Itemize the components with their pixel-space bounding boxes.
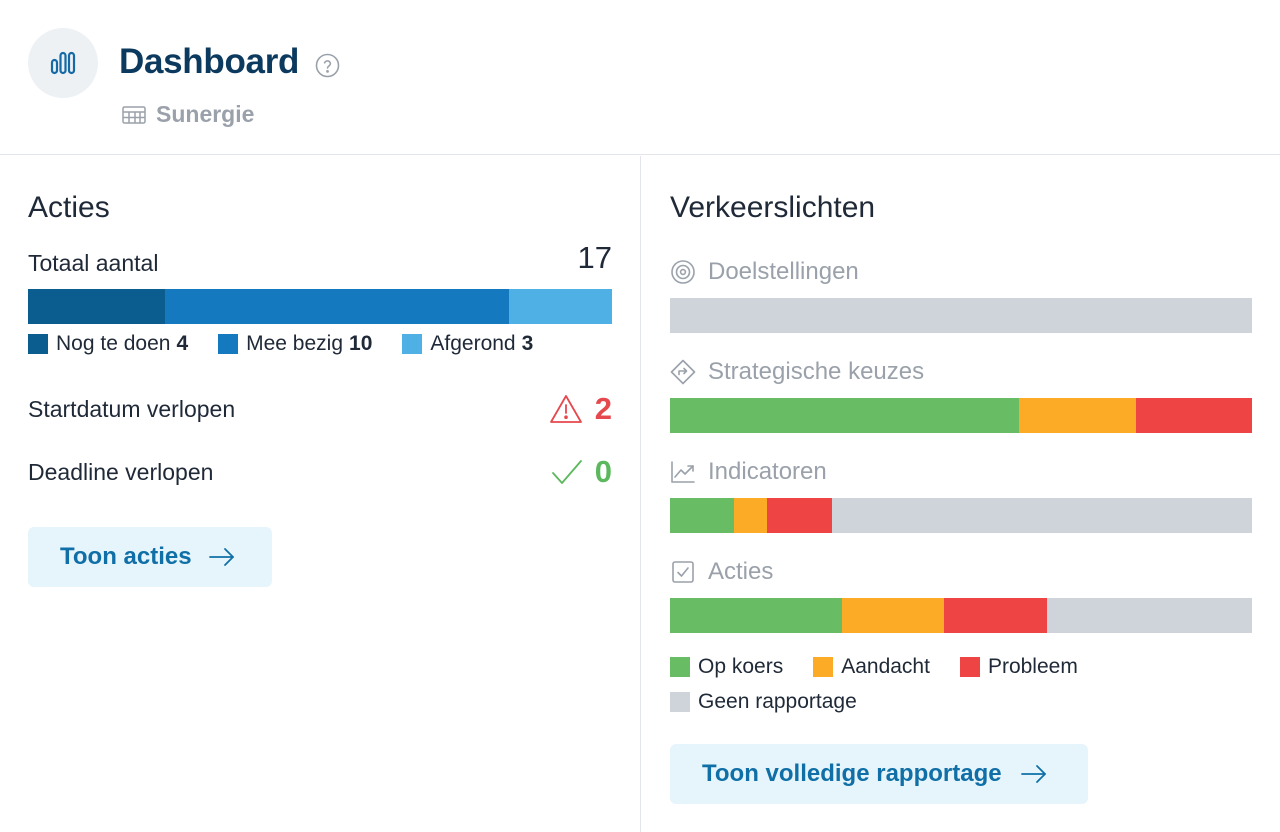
trend-icon	[671, 461, 695, 483]
traffic-lights-title: Verkeerslichten	[670, 191, 876, 224]
legend-swatch	[670, 692, 690, 712]
traffic-row-doelstellingen[interactable]: Doelstellingen	[670, 256, 1252, 333]
traffic-bar	[670, 298, 1252, 333]
legend-item-probleem: Probleem	[959, 655, 1078, 679]
table-icon	[122, 105, 146, 124]
bar-segment-op-koers	[670, 398, 1020, 433]
legend-item-geen-rapportage: Geen rapportage	[670, 690, 857, 714]
legend-item-aandacht: Aandacht	[813, 655, 930, 679]
legend-label: Afgerond	[430, 332, 516, 355]
traffic-bar	[670, 398, 1252, 433]
deadline-overdue-count: 0	[594, 454, 612, 489]
deadline-overdue-row[interactable]: Deadline verlopen 0	[28, 454, 612, 494]
traffic-row-indicatoren[interactable]: Indicatoren	[670, 456, 1252, 533]
organization-name: Sunergie	[156, 101, 255, 127]
bar-segment-afgerond	[508, 289, 612, 324]
traffic-row-strategische-keuzes[interactable]: Strategische keuzes	[670, 356, 1252, 433]
traffic-row-label: Doelstellingen	[708, 258, 859, 285]
show-actions-label: Toon acties	[60, 543, 192, 570]
legend-count: 3	[521, 332, 534, 355]
legend-label: Mee bezig	[246, 332, 344, 355]
show-full-report-label: Toon volledige rapportage	[702, 760, 1002, 787]
bar-segment-op-koers	[670, 598, 842, 633]
traffic-legend: Op koers Aandacht Probleem Geen rapporta…	[670, 654, 1252, 724]
legend-count: 10	[349, 332, 373, 355]
bar-segment-aandacht	[1019, 398, 1136, 433]
bar-chart-icon	[50, 51, 76, 75]
warning-icon	[549, 395, 582, 423]
acties-legend: Nog te doen 4 Mee bezig 10 Afgerond 3	[28, 332, 563, 356]
check-icon	[551, 460, 582, 484]
legend-swatch	[670, 657, 690, 677]
legend-count: 4	[176, 332, 189, 355]
show-actions-button[interactable]: Toon acties	[28, 527, 272, 587]
legend-label: Probleem	[987, 655, 1078, 678]
bar-segment-probleem	[767, 498, 832, 533]
acties-status-bar	[28, 289, 612, 324]
traffic-bar	[670, 598, 1252, 633]
bar-segment-mee-bezig	[165, 289, 509, 324]
bar-segment-aandacht	[841, 598, 945, 633]
start-overdue-row[interactable]: Startdatum verlopen 2	[28, 391, 612, 431]
target-icon	[671, 260, 695, 284]
legend-swatch	[28, 334, 48, 354]
traffic-row-acties[interactable]: Acties	[670, 556, 1252, 633]
bar-segment-aandacht	[734, 498, 768, 533]
start-overdue-label: Startdatum verlopen	[28, 396, 236, 422]
legend-label: Op koers	[698, 655, 784, 678]
legend-label: Aandacht	[841, 655, 930, 678]
legend-swatch	[218, 334, 239, 354]
legend-item-afgerond: Afgerond 3	[402, 332, 533, 356]
arrow-right-icon	[1020, 765, 1046, 783]
legend-item-nog-te-doen: Nog te doen 4	[28, 332, 188, 356]
panel-divider	[640, 156, 641, 832]
bar-segment-probleem	[944, 598, 1047, 633]
bar-segment-nog-te-doen	[28, 289, 166, 324]
total-label: Totaal aantal	[28, 250, 159, 276]
legend-item-mee-bezig: Mee bezig 10	[218, 332, 372, 356]
bar-segment-op-koers	[670, 498, 735, 533]
deadline-overdue-label: Deadline verlopen	[28, 459, 214, 485]
legend-label: Geen rapportage	[698, 690, 857, 713]
checkbox-icon	[672, 561, 694, 583]
organization-row: Sunergie	[122, 101, 254, 128]
legend-swatch	[813, 657, 834, 677]
show-full-report-button[interactable]: Toon volledige rapportage	[670, 744, 1088, 804]
start-overdue-count: 2	[594, 391, 612, 426]
legend-swatch	[402, 334, 423, 354]
total-row: Totaal aantal 17	[28, 240, 612, 280]
total-value: 17	[577, 240, 612, 275]
traffic-row-label: Strategische keuzes	[708, 358, 925, 385]
signpost-icon	[670, 359, 696, 385]
bar-segment-probleem	[1135, 398, 1252, 433]
traffic-bar	[670, 498, 1252, 533]
question-circle-icon[interactable]	[315, 53, 340, 78]
traffic-row-label: Acties	[708, 558, 774, 585]
legend-item-op-koers: Op koers	[670, 655, 783, 679]
dashboard-logo	[28, 28, 98, 98]
acties-title: Acties	[28, 191, 110, 224]
arrow-right-icon	[208, 548, 234, 566]
legend-label: Nog te doen	[56, 332, 171, 355]
page-header: Dashboard Sunergie	[0, 0, 1280, 155]
legend-swatch	[959, 657, 980, 677]
traffic-row-label: Indicatoren	[708, 458, 827, 485]
page-title: Dashboard	[119, 42, 300, 81]
